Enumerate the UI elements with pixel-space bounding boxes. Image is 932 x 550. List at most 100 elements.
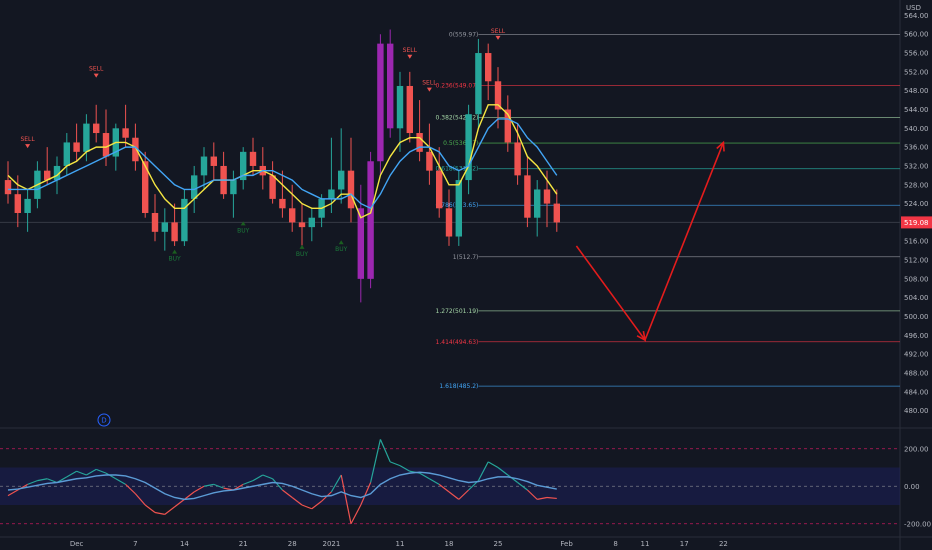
panel-badge-label: D [101, 417, 106, 425]
oscillator-fast-segment [497, 467, 509, 476]
oscillator-tick-label: 200.00 [904, 445, 929, 453]
candle-body [151, 213, 159, 232]
buy-signal-icon [299, 244, 305, 249]
candle-body [161, 222, 168, 232]
oscillator-fast-segment [340, 474, 352, 524]
oscillator-fast-segment [144, 504, 156, 513]
oscillator-fast-segment [487, 461, 499, 469]
price-tick-label: 544.00 [904, 106, 929, 114]
price-tick-label: 560.00 [904, 31, 929, 39]
oscillator-fast-segment [154, 511, 165, 515]
oscillator-fast-segment [242, 480, 254, 485]
candle-body [289, 208, 296, 223]
oscillator-fast-segment [134, 493, 146, 506]
candle-body [543, 189, 551, 204]
oscillator-fast-segment [164, 506, 175, 515]
candle-body [102, 133, 110, 157]
candle-body [445, 208, 453, 237]
candle-body [553, 203, 560, 223]
price-tick-label: 496.00 [904, 332, 929, 340]
ema-slow-line [8, 118, 558, 210]
fib-level-label: 1.618(485.2) [439, 383, 478, 390]
buy-signal-label: BUY [237, 227, 250, 234]
candle-body [494, 81, 502, 110]
oscillator-fast-segment [282, 489, 293, 498]
price-tick-label: 512.00 [904, 257, 929, 265]
oscillator-fast-segment [379, 439, 391, 463]
time-tick-label: 2021 [322, 540, 340, 548]
oscillator-fast-segment [262, 474, 273, 480]
oscillator-fast-segment [37, 478, 48, 482]
candle-body [436, 170, 443, 209]
oscillator-fast-segment [193, 485, 205, 493]
candle-body [200, 156, 208, 176]
time-tick-label: 25 [494, 540, 503, 548]
sell-signal-label: SELL [89, 66, 104, 73]
candle-body [24, 198, 31, 213]
time-tick-label: 7 [133, 540, 137, 548]
buy-signal-label: BUY [296, 251, 309, 258]
time-tick-label: 22 [719, 540, 728, 548]
projection-arrowhead-down [636, 331, 647, 342]
oscillator-fast-segment [272, 478, 283, 491]
sell-signal-label: SELL [403, 47, 418, 54]
time-tick-label: 11 [396, 540, 405, 548]
oscillator-fast-segment [448, 491, 460, 500]
candle-body [426, 151, 433, 171]
oscillator-fast-segment [477, 461, 489, 481]
oscillator-fast-segment [537, 496, 548, 500]
oscillator-fast-segment [105, 472, 117, 480]
oscillator-fast-segment [350, 504, 362, 525]
price-tick-label: 488.00 [904, 369, 929, 377]
candle-body [63, 142, 70, 166]
price-tick-label: 500.00 [904, 313, 929, 321]
buy-signal-icon [338, 240, 344, 245]
oscillator-fast-segment [27, 480, 38, 485]
last-price-tag [901, 216, 932, 229]
price-tick-label: 556.00 [904, 50, 929, 58]
candle-body [210, 156, 217, 166]
candle-body [485, 53, 492, 82]
candle-body [455, 180, 462, 237]
oscillator-fast-segment [95, 468, 107, 474]
candle-body [269, 175, 276, 199]
candle-body [338, 170, 345, 190]
price-tick-label: 564.00 [904, 12, 929, 20]
price-tick-label: 484.00 [904, 388, 929, 396]
price-tick-label: 524.00 [904, 200, 929, 208]
oscillator-fast-segment [330, 474, 342, 493]
buy-signal-label: BUY [169, 256, 182, 263]
oscillator-fast-segment [301, 504, 313, 510]
oscillator-fast-segment [7, 489, 19, 497]
candle-body [524, 175, 531, 218]
sell-signal-icon [426, 87, 432, 92]
candle-body [14, 194, 21, 213]
price-tick-label: 540.00 [904, 125, 929, 133]
fib-level-label: 1.272(501.19) [436, 308, 479, 315]
candle-body [504, 109, 511, 143]
oscillator-fast-segment [507, 474, 518, 483]
oscillator-fast-segment [546, 496, 557, 500]
candle-body [406, 85, 413, 134]
candle-body [377, 43, 384, 162]
price-tick-label: 504.00 [904, 294, 929, 302]
candle-body [308, 217, 315, 228]
candle-body [416, 133, 423, 152]
price-tick-label: 480.00 [904, 407, 929, 415]
oscillator-fast-segment [419, 472, 430, 480]
sell-signal-icon [495, 35, 501, 40]
oscillator-fast-segment [517, 482, 528, 491]
time-tick-label: 11 [641, 540, 650, 548]
oscillator-fast-segment [46, 478, 58, 484]
candle-body [181, 198, 188, 242]
price-tick-label: 532.00 [904, 162, 929, 170]
oscillator-tick-label: 0.00 [904, 483, 920, 491]
candle-body [347, 170, 355, 209]
time-tick-label: 18 [445, 540, 454, 548]
panel-badge[interactable] [97, 413, 111, 427]
candle-body [249, 151, 257, 166]
sell-signal-icon [25, 144, 31, 149]
candle-body [44, 170, 51, 181]
fib-level-label: 0.236(549.07) [436, 83, 479, 90]
